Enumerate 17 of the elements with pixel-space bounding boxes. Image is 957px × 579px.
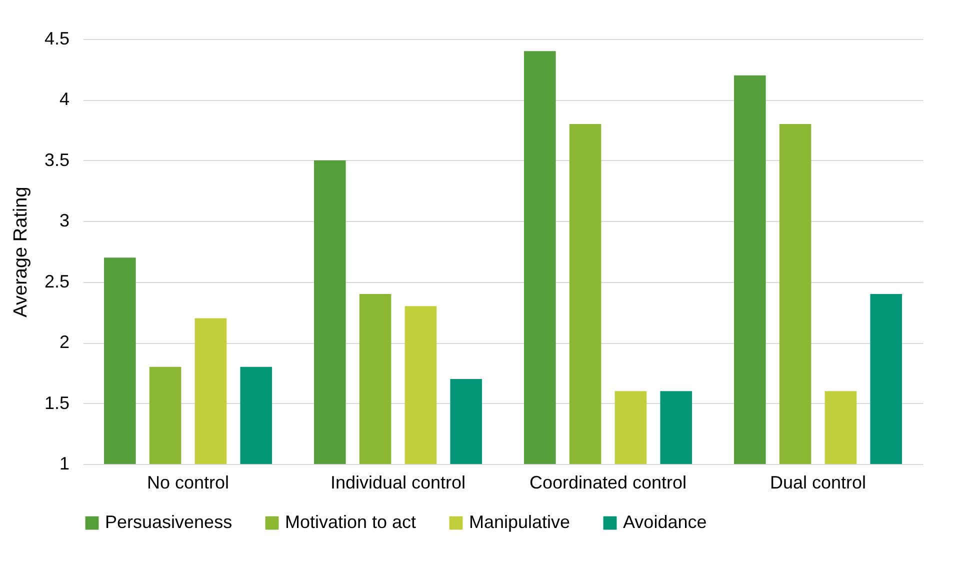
y-tick-label: 3 <box>59 210 70 231</box>
legend-label: Motivation to act <box>285 512 416 532</box>
y-tick-label: 3.5 <box>44 150 70 170</box>
x-tick-label: No control <box>146 472 230 492</box>
y-tick-label: 4.5 <box>44 28 70 48</box>
y-tick-label: 1 <box>59 454 70 474</box>
y-tick-label: 4 <box>59 89 70 110</box>
x-tick-label: Individual control <box>330 472 466 492</box>
y-tick-label: 2 <box>59 332 70 352</box>
y-tick-label: 2.5 <box>44 271 70 292</box>
legend-label: Avoidance <box>623 512 707 532</box>
x-tick-label: Dual control <box>770 472 866 492</box>
legend-label: Manipulative <box>469 512 570 532</box>
y-tick-label: 1.5 <box>44 392 70 413</box>
y-axis-title: Average Rating <box>10 186 32 318</box>
x-tick-label: Coordinated control <box>529 472 687 492</box>
legend-label: Persuasiveness <box>105 512 232 532</box>
